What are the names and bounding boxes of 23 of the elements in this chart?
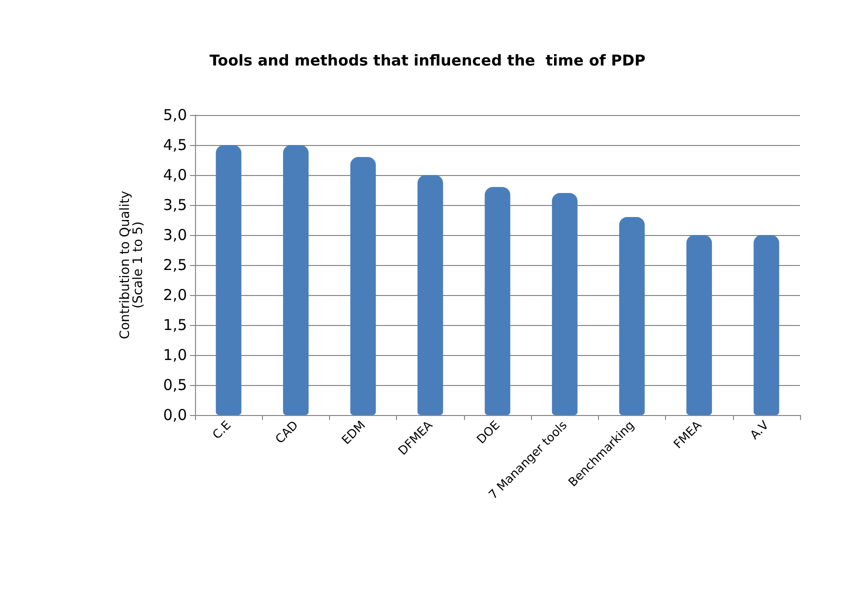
y-tick-label: 0,5	[163, 376, 187, 394]
bar	[350, 157, 376, 415]
y-tick-label: 2,0	[163, 286, 187, 304]
bar	[418, 175, 444, 415]
y-tick-label: 2,5	[163, 256, 187, 274]
bar	[283, 145, 309, 415]
y-axis-title: Contribution to Quality (Scale 1 to 5)	[118, 190, 146, 340]
y-tick-label: 3,5	[163, 196, 187, 214]
y-tick-label: 5,0	[163, 106, 187, 124]
x-tick-label: C.E	[210, 418, 234, 442]
y-tick-label: 1,0	[163, 346, 187, 364]
bar	[484, 187, 510, 415]
bar	[619, 217, 645, 415]
y-tick-label: 0,0	[163, 406, 187, 424]
bar	[552, 193, 578, 415]
bar	[686, 235, 712, 415]
bar	[754, 235, 780, 415]
y-tick-label: 4,5	[163, 136, 187, 154]
y-tick-label: 4,0	[163, 166, 187, 184]
bar	[216, 145, 242, 415]
y-tick-label: 3,0	[163, 226, 187, 244]
chart-title: Tools and methods that influenced the time of PDP	[210, 52, 646, 70]
y-tick-label: 1,5	[163, 316, 187, 334]
